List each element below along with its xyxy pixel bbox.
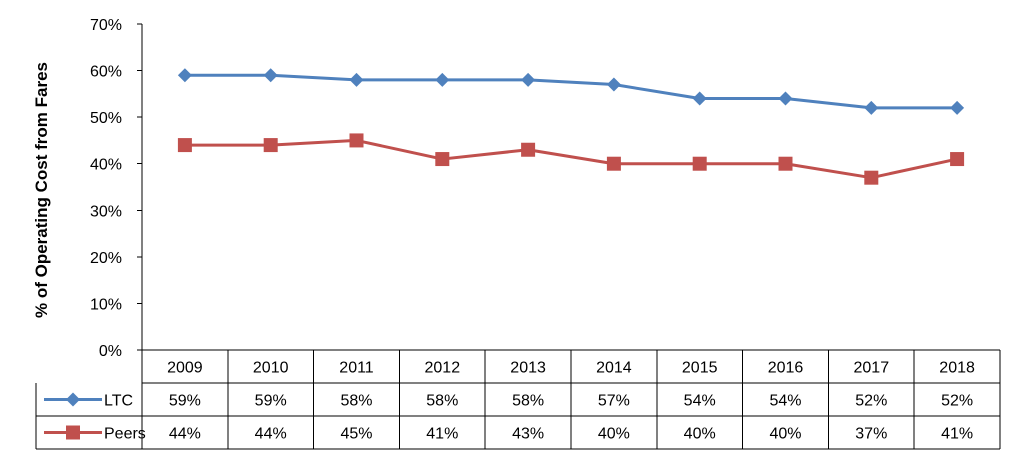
data-label: 41% [426, 426, 458, 443]
data-point [778, 91, 793, 106]
data-label: 58% [340, 393, 372, 410]
data-label: 37% [855, 426, 887, 443]
data-label: 41% [941, 426, 973, 443]
data-point [606, 156, 621, 171]
data-point [950, 152, 965, 167]
legend-label: Peers [104, 426, 146, 443]
y-tick-label: 40% [90, 157, 122, 174]
legend-label: LTC [104, 393, 133, 410]
data-point [349, 133, 364, 148]
data-point [778, 156, 793, 171]
data-label: 40% [598, 426, 630, 443]
data-point [864, 100, 879, 115]
data-point [606, 77, 621, 92]
y-tick-label: 0% [99, 343, 122, 360]
data-point [177, 138, 192, 153]
data-point [692, 91, 707, 106]
data-label: 59% [169, 393, 201, 410]
y-tick-label: 20% [90, 250, 122, 267]
x-tick-label: 2012 [425, 360, 461, 377]
legend-key-ltc [44, 392, 102, 407]
data-label: 44% [169, 426, 201, 443]
data-point [435, 152, 450, 167]
data-point [177, 68, 192, 83]
y-tick-label: 10% [90, 296, 122, 313]
x-tick-label: 2013 [510, 360, 546, 377]
data-point [263, 68, 278, 83]
data-label: 59% [255, 393, 287, 410]
data-point [950, 100, 965, 115]
series-line-ltc [184, 73, 958, 110]
data-point [435, 72, 450, 87]
data-label: 43% [512, 426, 544, 443]
data-point [521, 72, 536, 87]
x-tick-label: 2014 [596, 360, 632, 377]
x-tick-label: 2010 [253, 360, 289, 377]
data-label: 57% [598, 393, 630, 410]
legend-key-peers [44, 425, 102, 440]
data-point [263, 138, 278, 153]
x-tick-label: 2009 [167, 360, 203, 377]
series-ltc [177, 68, 965, 115]
series-line-peers [184, 138, 958, 180]
y-tick-labels: 0% 10% 20% 30% 40% 50% 60% 70% [90, 17, 122, 360]
data-point [521, 142, 536, 157]
x-tick-label: 2016 [768, 360, 804, 377]
series-peers [177, 133, 965, 185]
data-label: 52% [941, 393, 973, 410]
y-tick-label: 50% [90, 110, 122, 127]
data-label: 52% [855, 393, 887, 410]
x-tick-label: 2017 [854, 360, 890, 377]
x-tick-label: 2015 [682, 360, 718, 377]
data-point [349, 72, 364, 87]
data-label: 40% [769, 426, 801, 443]
data-label: 45% [340, 426, 372, 443]
data-point [692, 156, 707, 171]
legend-marker [66, 425, 80, 440]
data-label: 40% [684, 426, 716, 443]
x-tick-label: 2011 [339, 360, 374, 377]
data-label: 54% [769, 393, 801, 410]
data-label: 58% [512, 393, 544, 410]
series-layer [177, 68, 965, 185]
legend-marker [66, 392, 80, 407]
x-tick-label: 2018 [939, 360, 975, 377]
y-tick-label: 30% [90, 203, 122, 220]
data-label: 54% [684, 393, 716, 410]
data-label: 58% [426, 393, 458, 410]
data-table: 2009 2010 2011 2012 2013 2014 2015 2016 2017 2018… [35, 350, 1001, 450]
data-label: 44% [255, 426, 287, 443]
y-tick-label: 70% [90, 17, 122, 34]
data-point [864, 170, 879, 185]
y-axis-label: % of Operating Cost from Fares [32, 62, 51, 318]
y-tick-label: 60% [90, 64, 122, 81]
